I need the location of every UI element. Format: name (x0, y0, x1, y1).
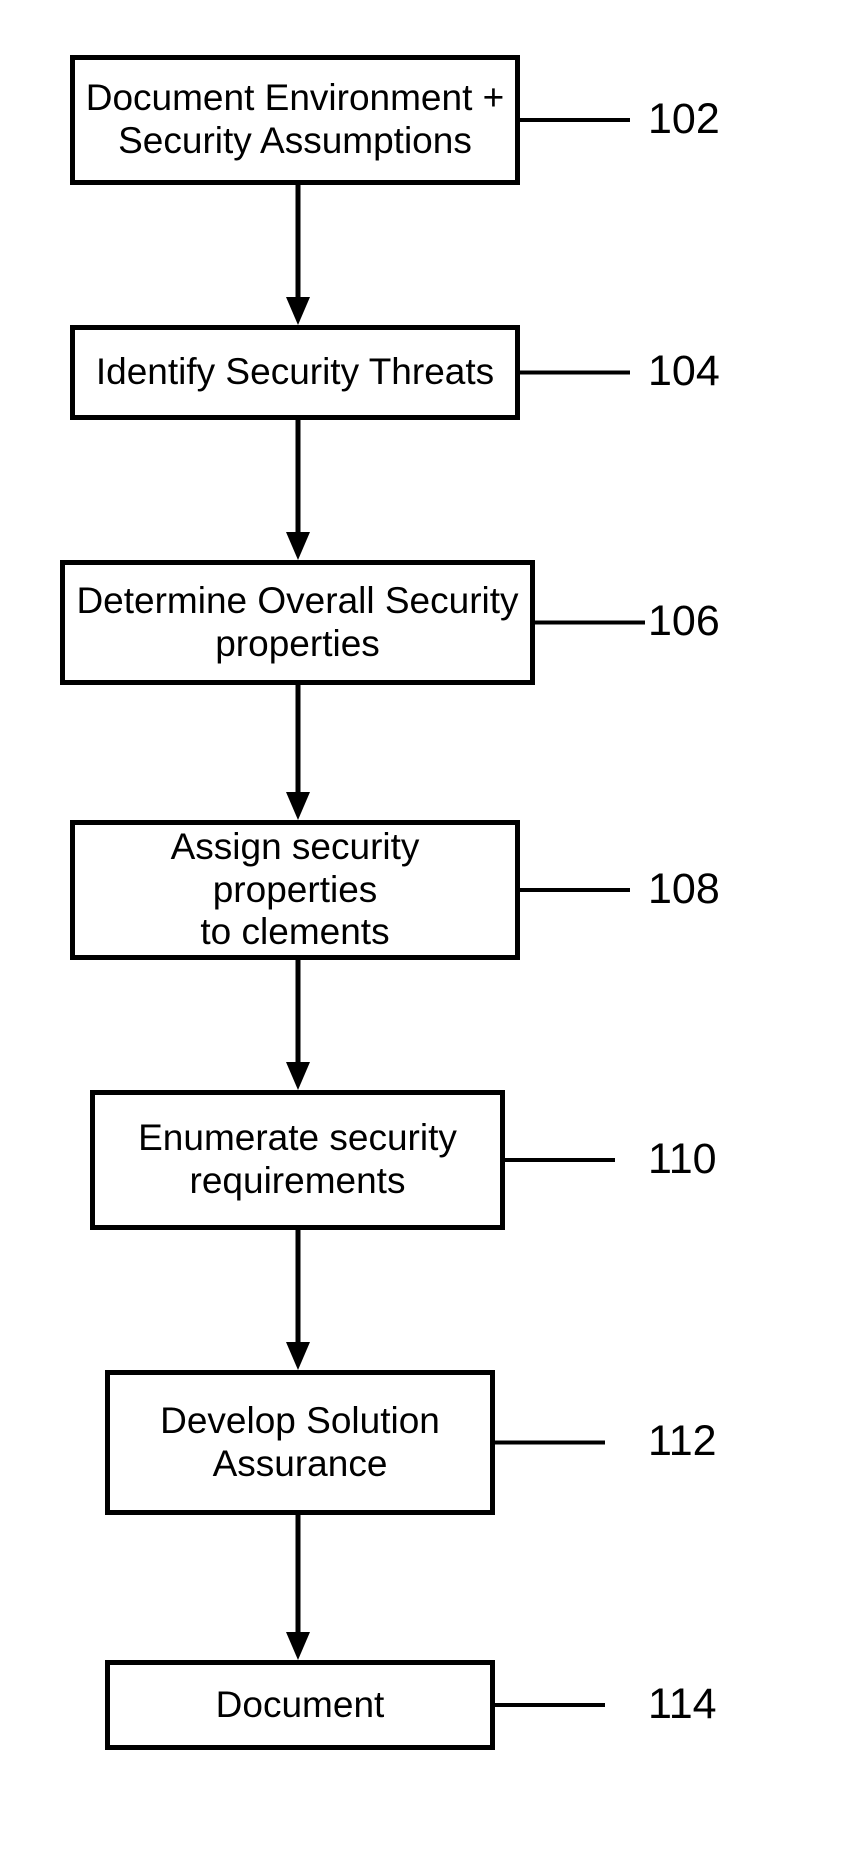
connectors-svg (0, 0, 858, 1875)
flowchart-canvas: Document Environment + Security Assumpti… (0, 0, 858, 1875)
